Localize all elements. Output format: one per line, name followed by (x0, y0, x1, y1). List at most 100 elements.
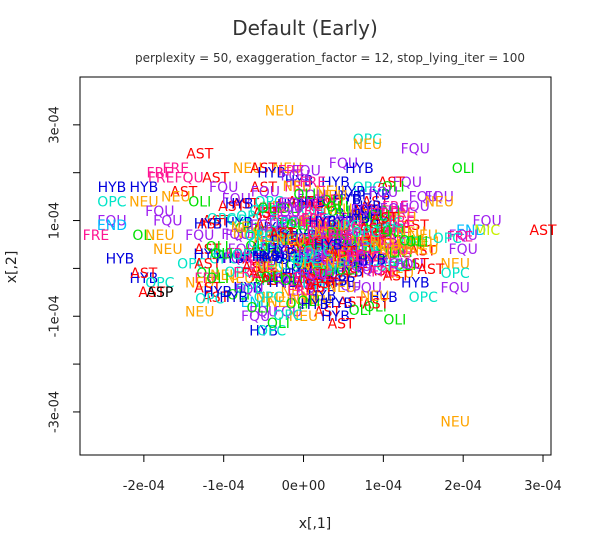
point-label: NEU (273, 161, 303, 177)
point-label: FQU (269, 214, 298, 230)
point-label: OLI (327, 204, 350, 220)
point-label: FRE (339, 219, 366, 235)
point-label: FQU (354, 263, 383, 279)
point-label: NEU (387, 210, 417, 226)
point-label: FQU (393, 175, 422, 191)
point-label: FQU (342, 259, 371, 275)
point-label: FQU (292, 164, 321, 180)
point-label: AST (260, 273, 287, 289)
point-label: AST (186, 146, 213, 162)
point-label: HYB (327, 275, 356, 291)
point-label: NEU (379, 243, 409, 259)
point-label: NEU (185, 304, 215, 320)
point-label: HYB (362, 188, 391, 204)
point-label: AST (325, 273, 352, 289)
point-label: AST (357, 206, 384, 222)
point-label: FRE (233, 265, 260, 281)
y-tick-label: 1e-04 (48, 202, 63, 240)
point-label: OLI (312, 264, 335, 280)
point-label: FRE (278, 164, 305, 180)
y-axis: -3e-04 -1e-04 1e-04 3e-04 (48, 106, 81, 433)
point-label: NEU (353, 137, 383, 153)
point-label: OPC (302, 235, 331, 251)
x-tick-label: 3e-04 (524, 479, 562, 494)
point-label: AST (249, 266, 276, 282)
point-label: OPC (293, 267, 322, 283)
point-label: FRE (388, 214, 415, 230)
point-label: FRE (289, 232, 316, 248)
point-label: HYB (311, 229, 340, 245)
point-label: OPC (303, 244, 332, 260)
point-label: AST (338, 295, 365, 311)
point-label: OLI (369, 222, 392, 238)
point-label: FRE (147, 166, 174, 182)
point-label: OLI (196, 266, 219, 282)
point-label: OPC (177, 257, 206, 273)
y-tick-label: -1e-04 (48, 295, 63, 337)
point-label: FQU (336, 231, 365, 247)
point-label: AST (287, 195, 314, 211)
point-label: OPC (227, 213, 256, 229)
point-label: HYB (253, 242, 282, 258)
point-label: OLI (206, 239, 229, 255)
point-label: NEU (336, 245, 366, 261)
point-label: AST (250, 161, 277, 177)
point-label: FQU (312, 252, 341, 268)
point-label: NEU (350, 234, 380, 250)
point-label: OPC (302, 277, 331, 293)
point-label: FQU (305, 248, 334, 264)
point-label: OPC (363, 241, 392, 257)
point-label: OPC (97, 194, 126, 210)
point-label: OPC (269, 216, 298, 232)
point-label: AST (319, 218, 346, 234)
point-label: AST (530, 223, 557, 239)
point-label: OLI (390, 245, 413, 261)
point-label: NEU (440, 414, 470, 430)
point-label: FRE (335, 226, 362, 242)
point-label: AST (360, 229, 387, 245)
point-label: OPC (145, 276, 174, 292)
point-label: OLI (368, 209, 391, 225)
point-label: AST (250, 180, 277, 196)
point-label: HYB (321, 309, 350, 325)
point-label: NEU (231, 220, 261, 236)
point-label: AST (383, 269, 410, 285)
point-label: HYB (401, 276, 430, 292)
point-label: HYB (268, 275, 297, 291)
point-label: FQU (145, 204, 174, 220)
point-label: FQU (250, 218, 279, 234)
point-label: NEU (318, 188, 348, 204)
point-label: HYB (130, 271, 159, 287)
point-label: FRE (296, 199, 323, 215)
point-label: HYB (216, 251, 245, 267)
point-label: FQU (225, 228, 254, 244)
point-label: AST (352, 203, 379, 219)
point-label: OLI (267, 316, 290, 332)
point-label: FQU (272, 205, 301, 221)
point-label: AST (253, 206, 280, 222)
point-label: FQU (153, 213, 182, 229)
point-label: HYB (98, 180, 127, 196)
point-label: FQU (332, 279, 361, 295)
point-label: NEU (396, 237, 426, 253)
point-label: OLI (383, 312, 406, 328)
point-label: FQU (449, 242, 478, 258)
point-label: OLI (343, 249, 366, 265)
point-label: FRE (371, 264, 398, 280)
point-label: OPC (375, 222, 404, 238)
point-label: OPC (248, 236, 277, 252)
point-label: OLI (338, 234, 361, 250)
chart-title: Default (Early) (232, 16, 378, 40)
point-label: FRE (373, 206, 400, 222)
point-label: AST (375, 223, 402, 239)
point-label: OPC (353, 180, 382, 196)
point-label: OLI (286, 296, 309, 312)
point-label: FRE (299, 175, 326, 191)
point-label: NEU (295, 256, 325, 272)
point-label: FRE (340, 212, 367, 228)
point-label: OPC (310, 233, 339, 249)
point-label: HYB (260, 252, 289, 268)
point-label: NEU (256, 291, 286, 307)
point-label: OLI (364, 300, 387, 316)
point-label: OLI (334, 233, 357, 249)
